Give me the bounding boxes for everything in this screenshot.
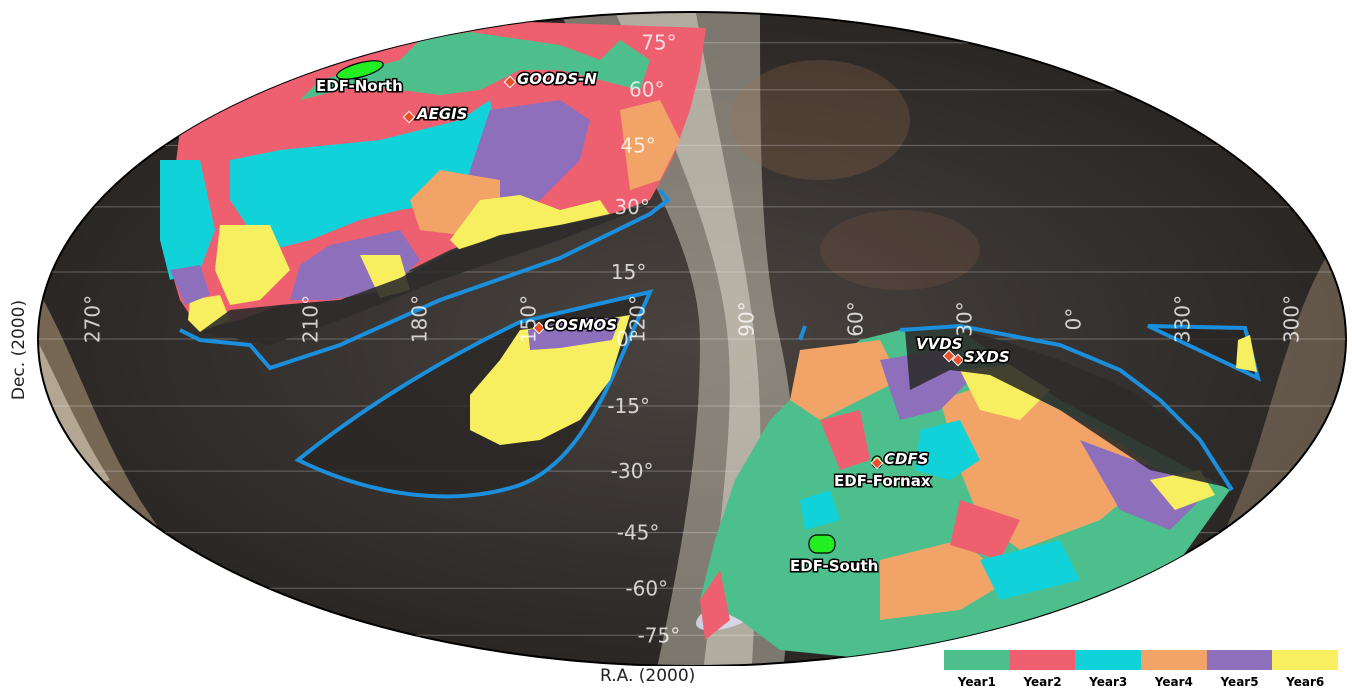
legend-swatch-year6 — [1272, 650, 1339, 670]
ra-tick-label: 300° — [1280, 295, 1304, 343]
south-survey-outline — [899, 323, 1234, 492]
north-gap — [200, 205, 650, 345]
legend-swatch-year4 — [1141, 650, 1207, 670]
north-footprint-year3 — [230, 100, 500, 250]
x-axis-label: R.A. (2000) — [600, 666, 696, 686]
ra-tick-label: 30° — [953, 301, 977, 336]
ra-tick-label: 0° — [1062, 308, 1086, 331]
north-survey-region — [160, 20, 706, 332]
north-survey-outline — [179, 188, 671, 371]
sky-map: 270° 210° 180° 150° 120° 90° 60° 30° 0° 330° 300° … — [37, 11, 1347, 666]
legend-label-year5: Year5 — [1220, 675, 1259, 689]
legend-swatch-year2 — [1009, 650, 1076, 670]
legend-labels: Year1 Year2 Year3 Year4 Year5 Year6 — [944, 675, 1338, 689]
legend-label-year4: Year4 — [1154, 675, 1193, 689]
ra-tick-label: 330° — [1171, 295, 1195, 343]
edf-south-label: EDF-South — [790, 557, 878, 575]
dec-tick-label: 30° — [614, 195, 649, 219]
legend-swatches — [944, 650, 1339, 670]
ra-tick-label: 60° — [844, 301, 868, 336]
edf-north-marker — [336, 60, 384, 80]
legend-label-year1: Year1 — [957, 675, 996, 689]
dec-tick-labels: 75° 60° 45° 30° 15° 0° -15° -30° -45° -60° -75° — [607, 31, 680, 648]
ra-tick-label: 270° — [81, 295, 105, 343]
dec-tick-label: 0° — [616, 327, 639, 351]
dec-tick-label: -75° — [638, 623, 681, 647]
aegis-marker — [402, 110, 416, 124]
edf-fornax-label: EDF-Fornax — [834, 472, 931, 490]
south-footprint-year3b — [800, 490, 840, 530]
vvds-label: VVDS — [916, 335, 962, 353]
ra-tick-label: 120° — [626, 295, 650, 343]
edf-south-marker — [808, 534, 836, 554]
vvds-marker — [942, 349, 956, 363]
cosmos-marker — [532, 321, 546, 335]
legend: Year1 Year2 Year3 Year4 Year5 Year6 — [944, 650, 1339, 692]
aegis-label: AEGIS — [416, 105, 468, 123]
south-footprint-year2 — [820, 410, 870, 470]
north-footprint-year6 — [450, 195, 610, 250]
cosmos-footprint-year6 — [470, 315, 630, 445]
dec-tick-label: 45° — [620, 133, 655, 157]
north-footprint-year4b — [620, 100, 680, 190]
north-footprint-year1 — [300, 32, 650, 100]
dec-tick-label: -45° — [617, 521, 660, 545]
cosmos-label: COSMOS — [544, 316, 617, 334]
south-footprint-year4b — [940, 380, 1160, 550]
south-footprint-year3c — [980, 540, 1080, 600]
cdfs-label: CDFS — [884, 450, 929, 468]
legend-swatch-year1 — [944, 650, 1010, 670]
edf-north-label: EDF-North — [316, 77, 403, 95]
dec-tick-label: -15° — [607, 394, 650, 418]
y-axis-label: Dec. (2000) — [9, 299, 29, 401]
south-survey-region — [700, 330, 1230, 660]
south-footprint-year4 — [790, 340, 900, 420]
legend-label-year6: Year6 — [1286, 675, 1325, 689]
south-footprint-year3 — [915, 420, 980, 480]
sxds-marker — [951, 353, 965, 367]
legend-label-year2: Year2 — [1023, 675, 1062, 689]
dec-tick-label: 60° — [629, 78, 664, 102]
legend-label-year3: Year3 — [1089, 675, 1128, 689]
sky-border — [37, 11, 1347, 666]
cdfs-marker — [870, 456, 884, 470]
north-footprint-year6b — [215, 225, 290, 305]
dec-tick-label: 15° — [611, 260, 646, 284]
legend-swatch-year3 — [1075, 650, 1142, 670]
goods-n-label: GOODS-N — [517, 70, 597, 88]
cosmos-footprint-year5 — [528, 318, 620, 350]
sxds-label: SXDS — [964, 348, 1010, 366]
dec-tick-label: -30° — [611, 459, 654, 483]
south-footprint-year2c — [950, 500, 1020, 560]
goods-n-marker — [503, 75, 517, 89]
ra-tick-label: 150° — [517, 295, 541, 343]
dec-tick-label: 75° — [641, 31, 676, 55]
north-footprint-year5c — [170, 265, 210, 305]
ra-tick-label: 90° — [735, 301, 759, 336]
dec-tick-label: -60° — [625, 576, 668, 600]
south-footprint-year4c — [880, 540, 1010, 620]
ra-tick-labels: 270° 210° 180° 150° 120° 90° 60° 30° 0° 330° 300° — [81, 295, 1304, 343]
ra-tick-label: 180° — [408, 295, 432, 343]
south-survey-outline-left — [798, 325, 807, 341]
ra-tick-label: 210° — [299, 295, 323, 343]
reference-markers — [402, 75, 965, 470]
legend-swatch-year5 — [1206, 650, 1273, 670]
south-gap — [905, 330, 1230, 488]
north-footprint-year3b — [160, 160, 215, 280]
south-footprint-year2b — [700, 570, 730, 640]
right-footprint-year6 — [1236, 335, 1257, 372]
